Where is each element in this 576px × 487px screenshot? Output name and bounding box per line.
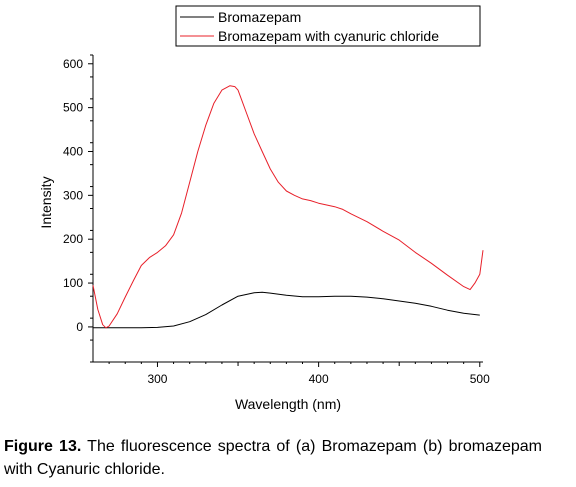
y-tick-label: 500 (63, 101, 83, 115)
x-tick-label: 500 (470, 372, 490, 386)
legend: Bromazepam Bromazepam with cyanuric chlor… (175, 5, 481, 47)
figure-caption: Figure 13. The fluorescence spectra of (… (4, 435, 542, 481)
y-tick-label: 100 (63, 276, 83, 290)
y-tick-label: 300 (63, 188, 83, 202)
y-tick-label: 400 (63, 144, 83, 158)
legend-label-0: Bromazepam (218, 9, 301, 25)
x-axis-label: Wavelength (nm) (235, 396, 341, 412)
y-axis-label: Intensity (38, 176, 54, 228)
legend-label-1: Bromazepam with cyanuric chloride (218, 28, 439, 44)
y-tick-label: 200 (63, 232, 83, 246)
caption-text: The fluorescence spectra of (a) Bromazep… (4, 438, 542, 478)
series-line-1 (92, 85, 484, 329)
series-layer (92, 85, 484, 329)
x-tick-label: 300 (147, 372, 167, 386)
chart: 0 100 200 300 400 500 600 300 400 500 Wavelength … (38, 5, 490, 412)
x-tick-label: 400 (309, 372, 329, 386)
y-tick-label: 600 (63, 57, 83, 71)
figure-label: Figure 13. (4, 438, 82, 455)
axis-ticks: 0 100 200 300 400 500 600 300 400 500 (63, 54, 490, 386)
legend-box (175, 5, 481, 47)
plot-area (92, 55, 483, 363)
series-line-0 (93, 291, 480, 329)
y-tick-label: 0 (76, 320, 83, 334)
